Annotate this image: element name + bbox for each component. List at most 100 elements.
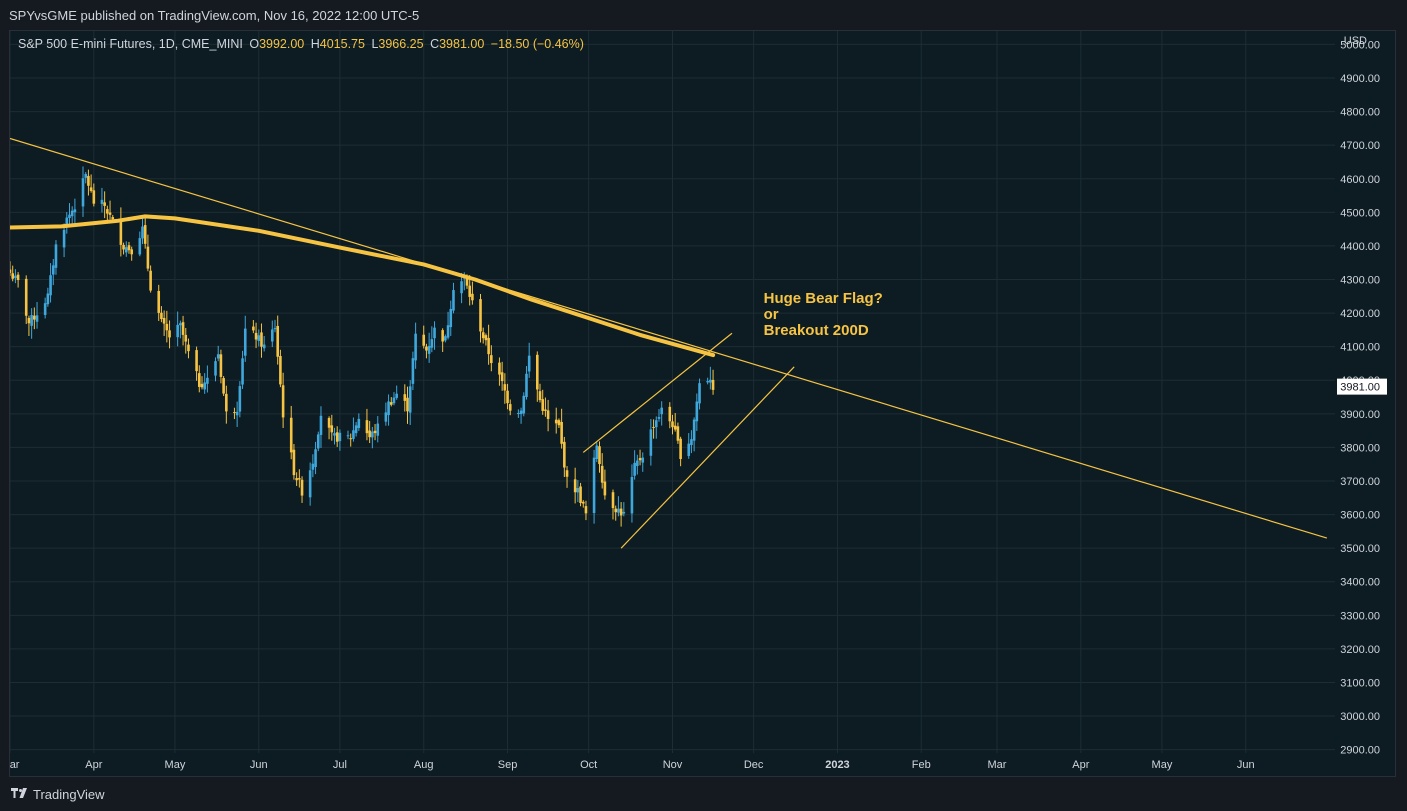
candle-body bbox=[535, 354, 539, 390]
time-tick-label: Jun bbox=[1237, 759, 1255, 771]
candle-body bbox=[638, 458, 642, 461]
open-value: 3992.00 bbox=[259, 37, 305, 51]
candle-body bbox=[538, 391, 542, 401]
candle-body bbox=[24, 278, 28, 316]
candle-body bbox=[241, 358, 244, 385]
candlestick-series bbox=[10, 166, 715, 527]
candle-body bbox=[335, 432, 339, 442]
candle-body bbox=[103, 202, 106, 206]
candle-body bbox=[422, 334, 426, 346]
candle-body bbox=[446, 325, 450, 338]
candle-body bbox=[100, 199, 104, 204]
candle-body bbox=[168, 330, 171, 338]
moving-average-200d-line bbox=[10, 214, 716, 358]
candle-body bbox=[660, 407, 663, 415]
candle-body bbox=[641, 457, 645, 463]
candle-body bbox=[698, 383, 701, 404]
time-tick-label: Nov bbox=[663, 759, 683, 771]
candle-body bbox=[357, 418, 361, 428]
open-label: O bbox=[249, 37, 260, 51]
candle-body bbox=[273, 328, 277, 330]
tradingview-brand: TradingView bbox=[33, 787, 105, 802]
candle-body bbox=[81, 178, 85, 207]
price-tick-label: 3500.00 bbox=[1340, 543, 1380, 555]
candle-body bbox=[614, 508, 618, 513]
candle-body bbox=[54, 244, 58, 268]
candle-body bbox=[254, 332, 258, 340]
candle-body bbox=[143, 225, 147, 244]
candle-body bbox=[503, 384, 507, 391]
candle-body bbox=[479, 299, 482, 332]
candle-body bbox=[392, 397, 396, 404]
candle-body bbox=[525, 373, 528, 397]
chart-panel[interactable]: 5000.00 4900.00 4800.00 4700.00 4600.00 4500.… bbox=[9, 30, 1396, 777]
candle-body bbox=[14, 275, 17, 279]
candle-body bbox=[498, 362, 501, 375]
candle-body bbox=[441, 330, 444, 342]
publish-header: SPYvsGME published on TradingView.com, N… bbox=[0, 0, 1407, 30]
tradingview-logo-icon bbox=[11, 788, 27, 798]
candle-body bbox=[289, 417, 293, 453]
candle-body bbox=[281, 385, 285, 418]
candle-body bbox=[225, 393, 228, 412]
candle-body bbox=[487, 337, 490, 355]
candle-body bbox=[87, 175, 90, 186]
candle-body bbox=[187, 344, 190, 352]
candle-body bbox=[406, 397, 409, 412]
candle-body bbox=[671, 421, 674, 428]
candle-body bbox=[35, 315, 39, 322]
candle-body bbox=[11, 273, 15, 279]
candle-body bbox=[308, 470, 312, 498]
candle-body bbox=[649, 429, 653, 456]
candle-body bbox=[598, 446, 601, 465]
candle-body bbox=[127, 245, 131, 251]
candle-body bbox=[673, 425, 677, 430]
grid-lines bbox=[10, 31, 1335, 753]
candle-body bbox=[389, 402, 393, 405]
candle-body bbox=[206, 377, 209, 384]
candle-body bbox=[384, 412, 388, 422]
candle-body bbox=[65, 217, 69, 227]
low-value: 3966.25 bbox=[378, 37, 424, 51]
candle-body bbox=[365, 420, 369, 434]
price-tick-label: 3300.00 bbox=[1340, 610, 1380, 622]
candle-body bbox=[519, 410, 523, 415]
close-value: 3981.00 bbox=[439, 37, 485, 51]
price-chart[interactable]: 5000.00 4900.00 4800.00 4700.00 4600.00 4500.… bbox=[10, 31, 1395, 776]
candle-body bbox=[676, 426, 680, 441]
price-tick-label: 4100.00 bbox=[1340, 342, 1380, 354]
price-tick-label: 3400.00 bbox=[1340, 577, 1380, 589]
trendline-long-downtrend bbox=[10, 137, 1328, 539]
time-tick-label: Aug bbox=[414, 759, 434, 771]
candle-body bbox=[481, 332, 485, 339]
candle-body bbox=[219, 354, 223, 377]
candle-body bbox=[276, 325, 280, 357]
candle-body bbox=[160, 312, 163, 320]
candle-body bbox=[262, 344, 266, 349]
candle-body bbox=[352, 430, 355, 439]
candle-body bbox=[141, 226, 144, 239]
candle-body bbox=[295, 478, 298, 481]
currency-label: USD bbox=[1343, 35, 1367, 47]
candle-body bbox=[62, 229, 66, 248]
candle-body bbox=[449, 308, 453, 328]
price-tick-label: 4900.00 bbox=[1340, 73, 1380, 85]
candle-body bbox=[257, 335, 261, 342]
candle-body bbox=[122, 244, 125, 250]
candle-body bbox=[243, 328, 247, 356]
candle-body bbox=[387, 401, 390, 416]
last-price-label: 3981.00 bbox=[1337, 378, 1387, 395]
candle-body bbox=[233, 412, 236, 414]
candle-body bbox=[149, 270, 152, 291]
candle-body bbox=[197, 373, 201, 387]
candle-body bbox=[130, 249, 133, 255]
candle-body bbox=[16, 274, 20, 281]
candle-body bbox=[414, 333, 417, 361]
candle-body bbox=[73, 209, 77, 213]
candle-body bbox=[146, 246, 150, 269]
annotation-line: Huge Bear Flag? bbox=[764, 290, 883, 307]
candle-body bbox=[630, 476, 634, 514]
last-price-value: 3981.00 bbox=[1340, 382, 1380, 394]
candle-body bbox=[46, 293, 50, 305]
price-tick-label: 4600.00 bbox=[1340, 174, 1380, 186]
